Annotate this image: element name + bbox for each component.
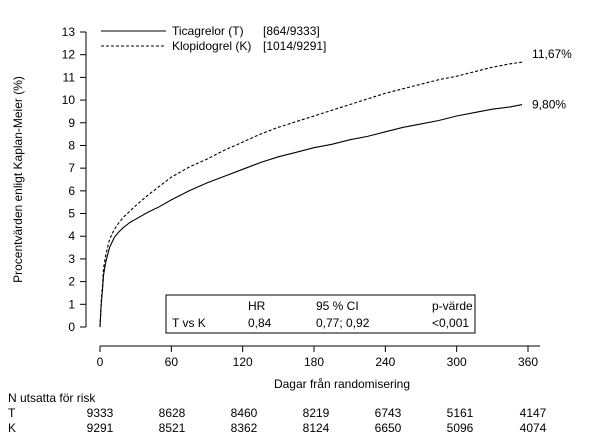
legend-label-2: Klopidogrel (K)	[172, 39, 251, 53]
y-tick-label: 8	[68, 138, 75, 152]
at-risk-value: 8362	[230, 421, 258, 435]
y-axis-label: Procentvärden enligt Kaplan-Meier (%)	[11, 76, 25, 283]
stats-cell: 0,84	[248, 316, 272, 330]
stats-cell: <0,001	[432, 316, 469, 330]
at-risk-value: 8521	[158, 421, 186, 435]
stats-header: 95 % CI	[316, 299, 359, 313]
at-risk-value: 9333	[86, 406, 114, 420]
legend-label-1: Ticagrelor (T)	[172, 24, 244, 38]
at-risk-title: N utsatta för risk	[8, 391, 96, 405]
at-risk-row-label: T	[8, 406, 16, 420]
y-tick-label: 10	[62, 93, 76, 107]
x-axis-label: Dagar från randomisering	[274, 377, 410, 391]
x-tick-label: 300	[447, 355, 467, 369]
stats-header: p-värde	[432, 299, 473, 313]
x-tick-label: 120	[233, 355, 253, 369]
y-tick-label: 3	[68, 252, 75, 266]
legend-count-2: [1014/9291]	[263, 39, 326, 53]
y-tick-label: 7	[68, 161, 75, 175]
x-tick-label: 60	[165, 355, 179, 369]
legend: Ticagrelor (T) [864/9333] Klopidogrel (K) […	[101, 24, 326, 53]
y-tick-label: 9	[68, 116, 75, 130]
y-tick-label: 0	[68, 320, 75, 334]
stats-cell: 0,77; 0,92	[316, 316, 370, 330]
series-line-1	[99, 104, 523, 328]
end-label-2: 11,67%	[532, 47, 572, 61]
x-tick-label: 180	[304, 355, 324, 369]
at-risk-value: 4147	[519, 406, 547, 420]
stats-box: HR 95 % CI p-värde T vs K 0,84 0,77; 0,92 <0,0…	[165, 294, 476, 334]
stats-header: HR	[248, 299, 266, 313]
at-risk-value: 8460	[230, 406, 258, 420]
at-risk-value: 5096	[446, 421, 474, 435]
stats-cell: T vs K	[172, 316, 206, 330]
at-risk-value: 8628	[158, 406, 186, 420]
at-risk-value: 8219	[302, 406, 330, 420]
x-tick-label: 360	[518, 355, 538, 369]
end-label-1: 9,80%	[532, 98, 566, 112]
y-tick-label: 11	[63, 70, 76, 84]
at-risk-value: 6743	[374, 406, 402, 420]
y-tick-label: 1	[68, 297, 75, 311]
y-tick-label: 4	[68, 229, 75, 243]
at-risk-value: 6650	[374, 421, 402, 435]
legend-count-1: [864/9333]	[263, 24, 320, 38]
at-risk-value: 5161	[446, 406, 474, 420]
at-risk-row-label: K	[8, 421, 17, 435]
y-tick-label: 13	[62, 25, 76, 39]
series-lines: 9,80% 11,67%	[99, 47, 572, 328]
at-risk-value: 8124	[302, 421, 330, 435]
x-tick-label: 240	[375, 355, 395, 369]
y-tick-label: 2	[68, 275, 75, 289]
stats-box-border	[165, 294, 476, 334]
series-line-2	[99, 61, 523, 328]
at-risk-value: 9291	[86, 421, 114, 435]
y-tick-label: 5	[68, 207, 75, 221]
y-tick-label: 6	[68, 184, 75, 198]
y-tick-label: 12	[62, 48, 76, 62]
at-risk-value: 4074	[519, 421, 547, 435]
x-tick-label: 0	[97, 355, 104, 369]
